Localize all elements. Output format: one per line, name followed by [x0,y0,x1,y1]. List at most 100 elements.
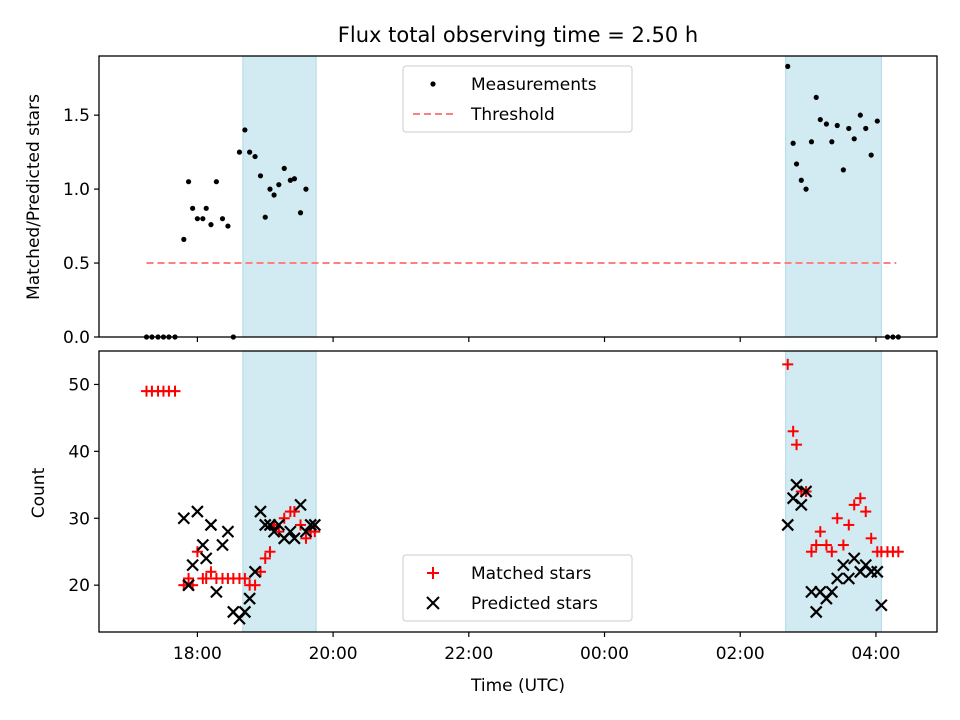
bottom-panel-y-ticks: 20 30 40 50 [68,375,99,596]
matched-stars-point [295,519,307,531]
legend-measurements-marker [430,81,436,87]
matched-stars-point [826,546,838,558]
matched-stars-point [854,492,866,504]
matched-stars-point [787,425,799,437]
predicted-stars-point [204,518,218,532]
measurements-point [790,140,796,146]
bottom-panel-y-tick-label: 50 [68,375,90,395]
matched-stars-point [249,579,261,591]
measurements-point [291,176,298,182]
measurements-point [190,205,196,211]
matched-stars-point [782,358,794,370]
measurements-point [798,177,804,183]
legend-measurements-label: Measurements [471,75,597,95]
measurements-point [829,139,835,145]
top-panel-y-tick-label: 1.5 [63,106,90,126]
matched-stars-point [239,572,251,584]
x-tick-label: 00:00 [580,644,629,664]
predicted-stars-point [799,485,813,498]
measurements-point [863,125,869,132]
matched-stars-point [191,546,203,558]
measurements-point [823,121,829,127]
bottom-panel-x-ticks: 18:00 20:00 22:00 00:00 02:00 04:00 [173,632,900,664]
predicted-stars-point [781,518,794,532]
measurements-point [200,216,206,222]
bottom-panel-shading [242,350,882,633]
x-tick-label: 22:00 [444,644,493,664]
measurements-point [252,153,258,160]
predicted-stars-point [196,538,210,552]
x-tick-label: 18:00 [173,644,222,664]
top-panel-y-tick-label: 0.5 [63,254,90,274]
measurements-point [287,177,293,183]
top-panel-frame [98,55,938,338]
matched-stars-point [288,506,300,518]
measurements-point [236,149,243,155]
x-tick-label: 04:00 [851,644,900,664]
measurements-point [793,161,800,167]
bottom-panel-legend-box [402,554,633,622]
measurements-point [868,152,874,158]
measurements-point [194,216,200,222]
predicted-stars-point [238,605,252,619]
top-panel-x-ticks [196,337,877,342]
predicted-stars-point [288,532,301,545]
predicted-stars-point [304,518,317,532]
predicted-stars-point [254,505,267,518]
matched-stars-point [831,512,843,524]
measurements-point [271,192,277,198]
measurements-point [851,136,857,142]
matched-stars-point [278,512,290,524]
measurements-point [208,222,214,228]
legend-matched-marker [427,567,439,579]
measurements-point [257,173,264,179]
measurements-point [785,63,791,69]
legend-threshold-label: Threshold [470,105,555,125]
legend-predicted-marker [426,596,440,610]
matched-stars-point [843,519,855,531]
predicted-stars-point [248,565,262,579]
matched-stars-point [814,526,826,538]
bottom-panel-observing-window-1 [242,350,317,633]
measurements-point [874,118,880,124]
predicted-stars-point [847,552,861,565]
top-panel-legend-box [402,65,633,133]
predicted-stars-point [294,498,307,512]
predicted-stars-point [243,592,256,605]
chart-title: Flux total observing time = 2.50 h [338,23,698,47]
bottom-panel-y-label: Count [29,467,49,518]
predicted-stars-point [216,538,229,552]
measurements-point [817,116,823,123]
matched-stars-point [810,539,822,551]
predicted-stars-point [210,585,223,599]
measurements-point [846,125,852,132]
top-panel-marks [143,63,901,340]
predicted-stars-point [221,525,235,538]
predicted-stars-point [871,565,884,579]
matched-stars-point [820,539,832,551]
predicted-stars-point [875,598,888,612]
matched-stars-point [848,499,860,511]
x-tick-label: 02:00 [716,644,765,664]
measurements-point [219,216,226,222]
predicted-stars-point [199,552,213,565]
measurements-point [247,149,253,155]
matched-stars-point [865,532,877,544]
matched-stars-point [860,506,872,518]
predicted-stars-point [837,558,850,572]
predicted-stars-point [186,558,199,572]
predicted-stars-point [267,525,281,538]
predicted-stars-point [842,572,856,585]
measurements-point [803,186,809,192]
top-panel-y-ticks: 0.0 0.5 1.0 1.5 [63,106,99,348]
matched-stars-point [300,532,312,544]
legend-predicted-label: Predicted stars [471,594,598,614]
top-panel-observing-window-1 [242,55,317,338]
bottom-panel-legend: Matched stars Predicted stars [402,554,633,622]
predicted-stars-point [299,525,313,538]
matched-stars-point [200,572,212,584]
measurements-point [303,186,309,192]
bottom-panel-y-tick-label: 40 [68,442,90,462]
matched-stars-point [169,385,181,397]
